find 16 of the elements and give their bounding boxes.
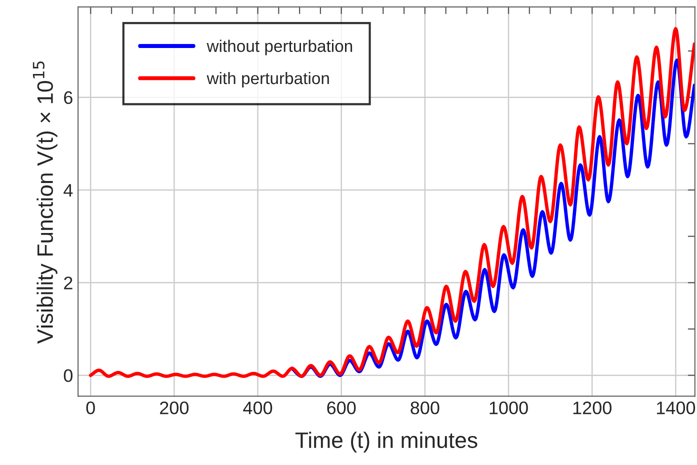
legend-label: without perturbation: [206, 40, 352, 56]
y-axis-title: Visibility Function V(t) × 10$^{15}$: [32, 61, 58, 344]
legend-label: with perturbation: [206, 72, 329, 88]
x-tick-label: 0: [86, 402, 95, 414]
x-tick-label: 1400: [656, 402, 696, 414]
x-tick-label: 200: [160, 402, 189, 414]
x-tick-label: 800: [410, 402, 440, 414]
x-tick-label: 1000: [490, 402, 528, 414]
y-tick-label: 6: [64, 91, 72, 104]
x-tick-label: 600: [327, 402, 356, 414]
y-tick-label: 0: [64, 369, 72, 382]
y-tick-label: 2: [64, 276, 72, 290]
x-tick-label: 400: [243, 402, 272, 414]
x-tick-label: 1200: [573, 402, 612, 414]
y-tick-label: 4: [64, 184, 73, 197]
x-axis-title: Time (t) in minutes: [295, 432, 478, 452]
